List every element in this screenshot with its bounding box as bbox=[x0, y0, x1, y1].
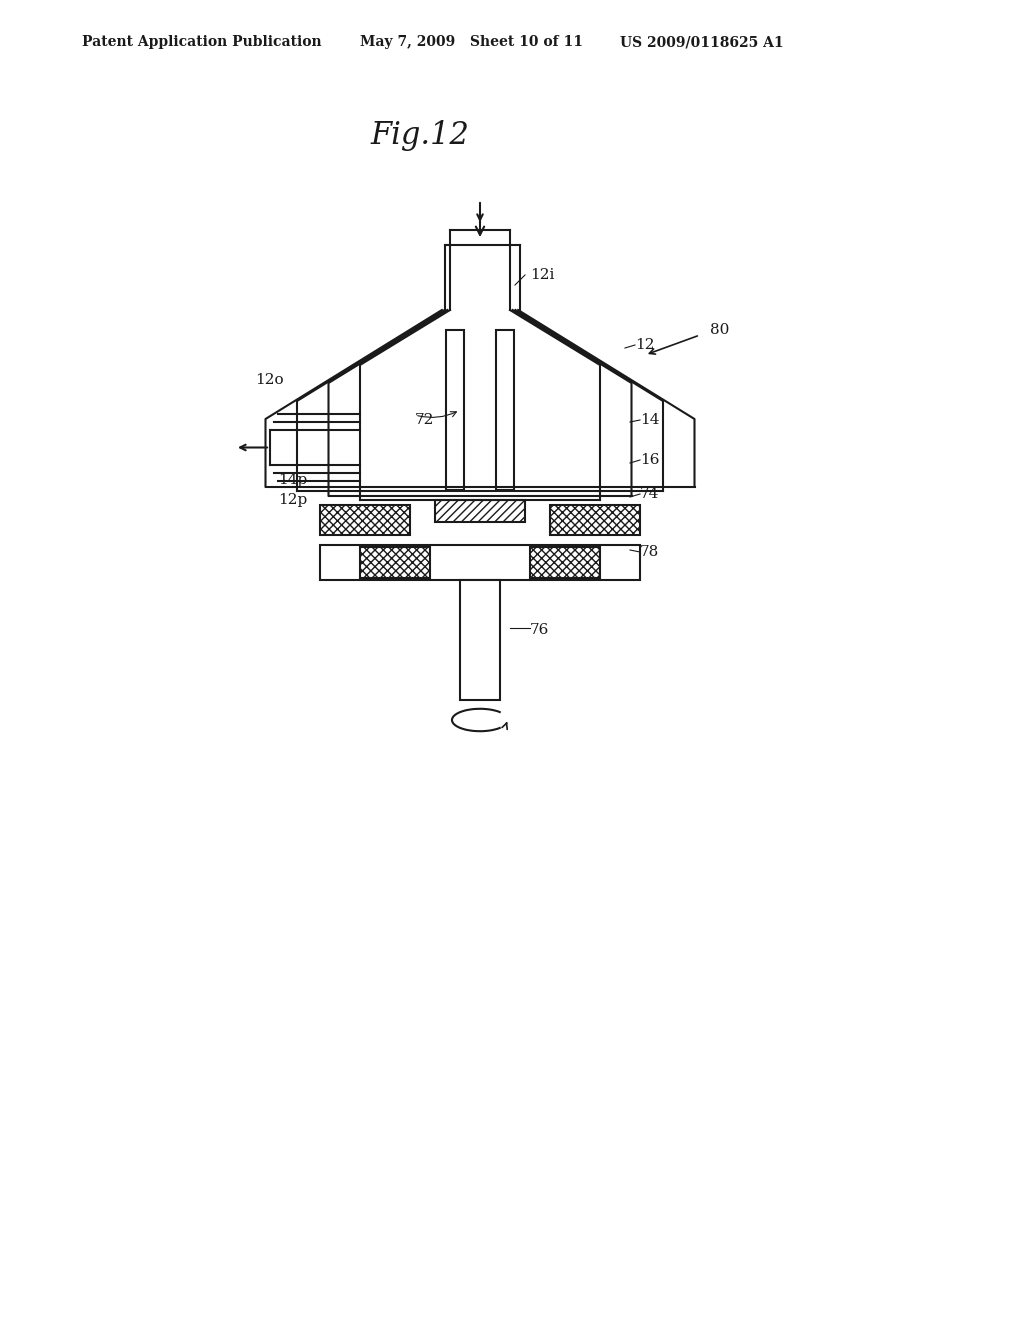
Bar bbox=[319, 506, 410, 535]
Text: 12p: 12p bbox=[278, 492, 307, 507]
Bar bbox=[550, 506, 640, 535]
Bar bbox=[446, 330, 464, 490]
Bar bbox=[460, 579, 500, 700]
Text: 14p: 14p bbox=[278, 473, 307, 487]
Text: 78: 78 bbox=[640, 545, 659, 558]
Text: 12: 12 bbox=[635, 338, 654, 352]
Text: Fig.12: Fig.12 bbox=[370, 120, 469, 150]
Text: 12o: 12o bbox=[255, 374, 284, 387]
Text: 12i: 12i bbox=[530, 268, 554, 282]
Text: 80: 80 bbox=[710, 323, 729, 337]
Text: Sheet 10 of 11: Sheet 10 of 11 bbox=[470, 36, 583, 49]
FancyArrowPatch shape bbox=[476, 218, 484, 235]
Text: 72: 72 bbox=[415, 413, 434, 426]
Text: 16: 16 bbox=[640, 453, 659, 467]
Text: US 2009/0118625 A1: US 2009/0118625 A1 bbox=[620, 36, 783, 49]
Bar bbox=[360, 546, 430, 578]
Bar bbox=[435, 500, 525, 521]
Text: 74: 74 bbox=[640, 487, 659, 502]
Text: 76: 76 bbox=[530, 623, 549, 638]
Text: 14: 14 bbox=[640, 413, 659, 426]
Text: May 7, 2009: May 7, 2009 bbox=[360, 36, 456, 49]
Bar bbox=[319, 545, 640, 579]
Bar bbox=[496, 330, 514, 490]
Text: Patent Application Publication: Patent Application Publication bbox=[82, 36, 322, 49]
Bar bbox=[530, 546, 600, 578]
